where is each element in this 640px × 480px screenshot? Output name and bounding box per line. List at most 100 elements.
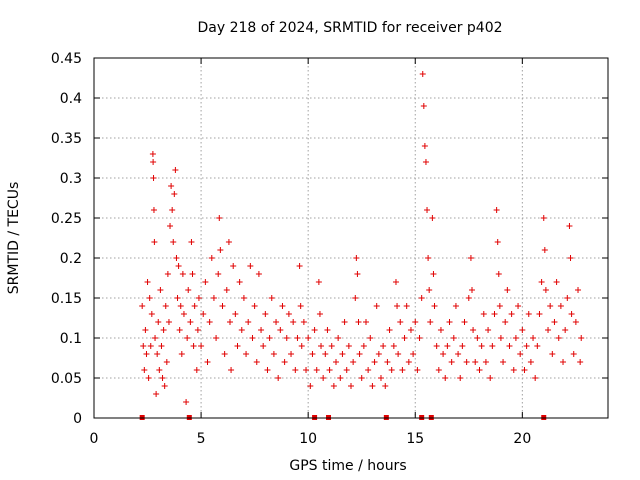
data-point bbox=[422, 159, 429, 165]
data-point bbox=[534, 343, 541, 349]
data-point bbox=[251, 303, 258, 309]
data-point bbox=[154, 351, 161, 357]
data-point bbox=[437, 327, 444, 333]
data-point bbox=[210, 295, 217, 301]
data-point bbox=[549, 351, 556, 357]
data-point bbox=[416, 335, 423, 341]
data-point bbox=[425, 255, 432, 261]
data-point bbox=[198, 343, 205, 349]
data-point bbox=[480, 311, 487, 317]
data-point bbox=[215, 271, 222, 277]
data-point bbox=[307, 383, 314, 389]
data-point bbox=[538, 279, 545, 285]
data-point bbox=[350, 359, 357, 365]
data-point bbox=[145, 375, 152, 381]
data-point bbox=[572, 319, 579, 325]
data-point bbox=[375, 351, 382, 357]
data-point bbox=[150, 159, 157, 165]
data-point bbox=[365, 367, 372, 373]
data-point bbox=[446, 319, 453, 325]
data-point bbox=[228, 367, 235, 373]
data-point bbox=[156, 367, 163, 373]
data-point bbox=[185, 287, 192, 293]
data-point bbox=[243, 351, 250, 357]
data-point bbox=[184, 335, 191, 341]
y-tick-label: 0.15 bbox=[51, 291, 82, 307]
data-point bbox=[152, 335, 159, 341]
data-point bbox=[313, 367, 320, 373]
data-point bbox=[545, 327, 552, 333]
data-point bbox=[160, 327, 167, 333]
data-point bbox=[496, 303, 503, 309]
data-point bbox=[333, 359, 340, 365]
data-point bbox=[167, 223, 174, 229]
data-point bbox=[418, 295, 425, 301]
data-point bbox=[371, 359, 378, 365]
data-point bbox=[324, 327, 331, 333]
data-point bbox=[245, 319, 252, 325]
data-point bbox=[384, 359, 391, 365]
data-point bbox=[491, 311, 498, 317]
data-point bbox=[465, 295, 472, 301]
data-point bbox=[542, 287, 549, 293]
y-tick-label: 0.4 bbox=[60, 91, 82, 107]
data-point bbox=[519, 327, 526, 333]
data-point bbox=[515, 303, 522, 309]
data-point bbox=[362, 319, 369, 325]
data-point bbox=[260, 343, 267, 349]
x-tick-label: 20 bbox=[513, 431, 531, 447]
data-point bbox=[266, 335, 273, 341]
data-point bbox=[433, 343, 440, 349]
data-point bbox=[348, 383, 354, 389]
data-point bbox=[298, 343, 305, 349]
data-point bbox=[195, 295, 202, 301]
data-point bbox=[141, 367, 148, 373]
plot-frame bbox=[93, 57, 609, 419]
data-point bbox=[493, 207, 500, 213]
data-point bbox=[288, 351, 295, 357]
data-point bbox=[169, 207, 176, 213]
data-point bbox=[249, 335, 256, 341]
data-point bbox=[213, 335, 220, 341]
data-point bbox=[183, 399, 190, 405]
data-point bbox=[174, 295, 181, 301]
data-point bbox=[225, 239, 232, 245]
data-point bbox=[326, 367, 333, 373]
data-point bbox=[517, 351, 524, 357]
data-point bbox=[142, 327, 149, 333]
data-point bbox=[478, 343, 485, 349]
data-point bbox=[292, 367, 299, 373]
data-point bbox=[504, 287, 511, 293]
data-point bbox=[429, 215, 436, 221]
data-point bbox=[158, 343, 165, 349]
data-point bbox=[219, 303, 226, 309]
data-point bbox=[540, 215, 547, 221]
x-tick-label: 5 bbox=[197, 431, 206, 447]
data-point bbox=[555, 335, 562, 341]
data-point bbox=[407, 327, 414, 333]
data-point bbox=[279, 303, 286, 309]
data-point bbox=[547, 303, 554, 309]
data-point bbox=[208, 255, 215, 261]
data-point bbox=[457, 375, 464, 381]
data-point bbox=[162, 303, 169, 309]
data-point bbox=[204, 359, 211, 365]
data-point bbox=[482, 359, 489, 365]
data-point bbox=[168, 183, 175, 189]
x-axis-ticks: 0 5 10 15 20 bbox=[90, 58, 531, 447]
data-point bbox=[358, 375, 365, 381]
y-tick-label: 0.1 bbox=[60, 331, 82, 347]
data-point bbox=[470, 327, 477, 333]
data-point bbox=[530, 335, 537, 341]
data-point bbox=[143, 351, 150, 357]
data-point bbox=[463, 359, 470, 365]
y-tick-label: 0.45 bbox=[51, 51, 82, 67]
data-point bbox=[435, 367, 442, 373]
data-point bbox=[577, 359, 584, 365]
data-point bbox=[240, 295, 247, 301]
data-point bbox=[255, 271, 262, 277]
data-point bbox=[318, 343, 325, 349]
data-point bbox=[163, 359, 170, 365]
data-point bbox=[388, 367, 395, 373]
